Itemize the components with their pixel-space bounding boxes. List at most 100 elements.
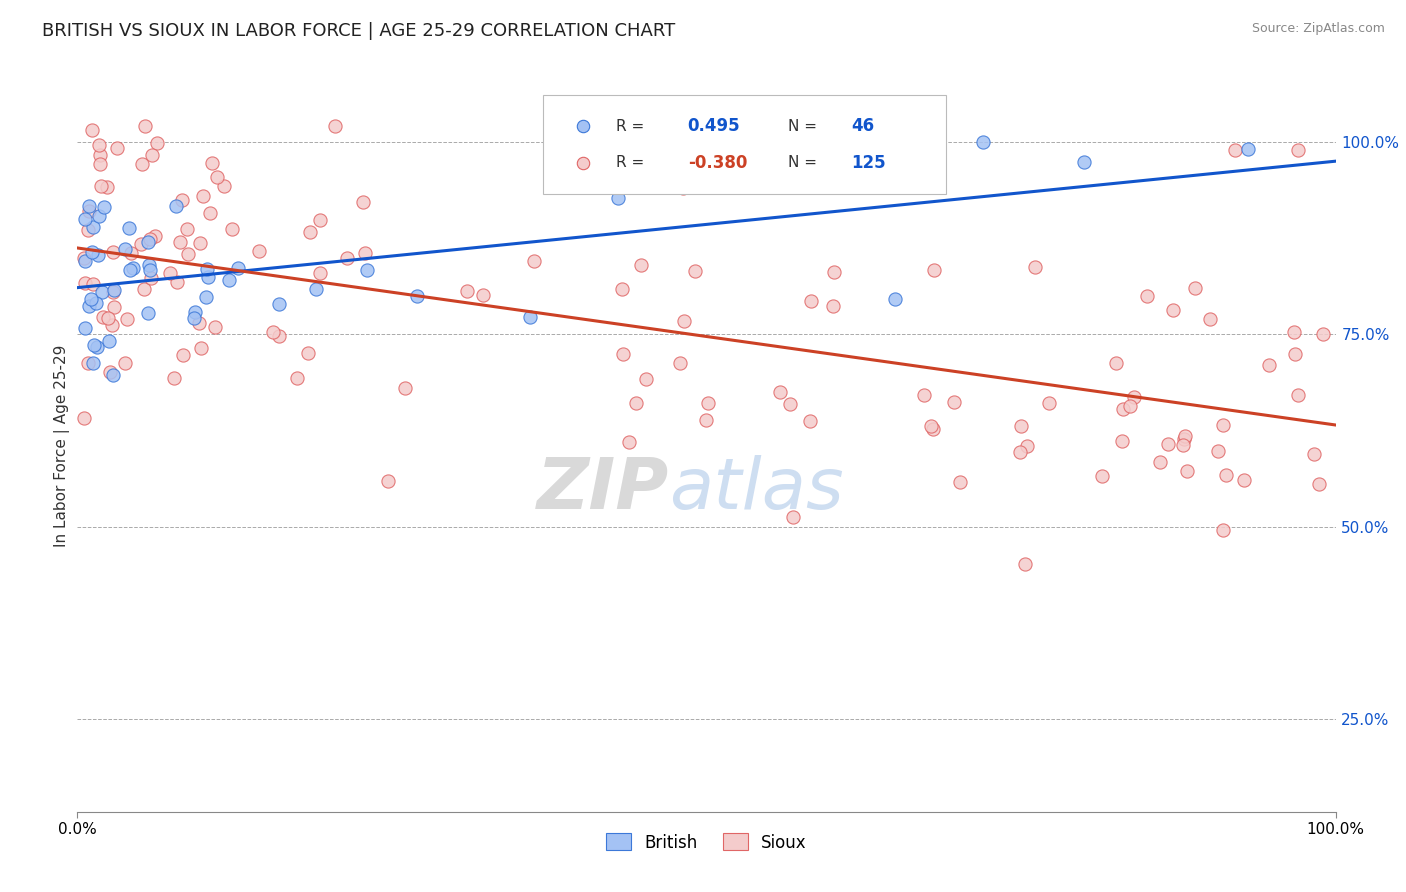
- Point: [1112, 401, 1135, 416]
- Point: [221, 222, 243, 236]
- Point: [1104, 356, 1126, 370]
- Text: 0.495: 0.495: [688, 118, 741, 136]
- Point: [309, 266, 332, 280]
- Point: [308, 213, 330, 227]
- Point: [1174, 428, 1197, 442]
- Point: [522, 254, 544, 268]
- Point: [96, 179, 118, 194]
- Point: [115, 312, 138, 326]
- Point: [120, 245, 142, 260]
- Text: ZIP: ZIP: [537, 456, 669, 524]
- Point: [194, 289, 217, 303]
- Point: [177, 246, 200, 260]
- Point: [169, 235, 191, 249]
- Text: Source: ZipAtlas.com: Source: ZipAtlas.com: [1251, 22, 1385, 36]
- Point: [799, 414, 821, 428]
- Point: [262, 325, 284, 339]
- Point: [87, 248, 110, 262]
- Point: [1282, 326, 1305, 340]
- Point: [685, 264, 707, 278]
- Point: [1199, 311, 1222, 326]
- FancyBboxPatch shape: [543, 95, 946, 194]
- Point: [201, 155, 224, 169]
- Point: [129, 237, 152, 252]
- Point: [617, 434, 640, 449]
- Point: [73, 321, 96, 335]
- Point: [214, 178, 236, 193]
- Point: [1091, 469, 1114, 483]
- Point: [166, 275, 188, 289]
- Point: [83, 338, 105, 352]
- Point: [1156, 437, 1178, 451]
- Point: [456, 284, 478, 298]
- Point: [1258, 358, 1281, 372]
- Point: [1303, 447, 1326, 461]
- Point: [82, 356, 104, 370]
- Point: [103, 283, 125, 297]
- Point: [267, 328, 290, 343]
- Point: [100, 365, 122, 379]
- Point: [136, 235, 159, 249]
- Point: [297, 345, 319, 359]
- Point: [82, 220, 104, 235]
- Point: [769, 384, 792, 399]
- Point: [1223, 143, 1246, 157]
- Point: [191, 189, 214, 203]
- Point: [922, 262, 945, 277]
- Point: [406, 289, 429, 303]
- Point: [1173, 433, 1195, 447]
- Point: [672, 181, 695, 195]
- Point: [800, 294, 823, 309]
- Point: [1232, 473, 1254, 487]
- Point: [73, 212, 96, 227]
- Point: [188, 235, 211, 250]
- Point: [247, 244, 270, 259]
- Point: [73, 410, 96, 425]
- Point: [139, 263, 162, 277]
- Point: [103, 368, 125, 382]
- Point: [77, 199, 100, 213]
- Point: [267, 297, 290, 311]
- Point: [195, 261, 218, 276]
- Point: [1308, 477, 1330, 491]
- Point: [1014, 557, 1036, 571]
- Point: [91, 310, 114, 325]
- Point: [101, 285, 124, 299]
- Point: [672, 314, 695, 328]
- Point: [143, 229, 166, 244]
- Point: [949, 475, 972, 489]
- Point: [519, 310, 541, 324]
- Point: [630, 258, 652, 272]
- Point: [190, 341, 212, 355]
- Point: [172, 348, 194, 362]
- Point: [87, 209, 110, 223]
- Point: [636, 372, 658, 386]
- Point: [1212, 523, 1234, 537]
- Point: [782, 509, 804, 524]
- Point: [1119, 399, 1142, 413]
- Point: [141, 148, 163, 162]
- Text: R =: R =: [616, 155, 644, 170]
- Point: [1215, 467, 1237, 482]
- Point: [352, 195, 374, 210]
- Text: 46: 46: [851, 118, 875, 136]
- Text: N =: N =: [789, 119, 817, 134]
- Point: [73, 251, 96, 265]
- Point: [285, 371, 308, 385]
- Point: [377, 474, 399, 488]
- Point: [572, 183, 595, 197]
- Point: [114, 356, 136, 370]
- Point: [114, 242, 136, 256]
- Point: [132, 282, 155, 296]
- Point: [118, 221, 141, 235]
- Point: [972, 135, 994, 149]
- Point: [758, 178, 780, 192]
- Point: [1149, 455, 1171, 469]
- Text: R =: R =: [616, 119, 644, 134]
- Text: BRITISH VS SIOUX IN LABOR FORCE | AGE 25-29 CORRELATION CHART: BRITISH VS SIOUX IN LABOR FORCE | AGE 25…: [42, 22, 675, 40]
- Point: [77, 356, 100, 370]
- Text: atlas: atlas: [669, 456, 844, 524]
- Point: [103, 300, 125, 314]
- Point: [612, 347, 634, 361]
- Point: [121, 261, 143, 276]
